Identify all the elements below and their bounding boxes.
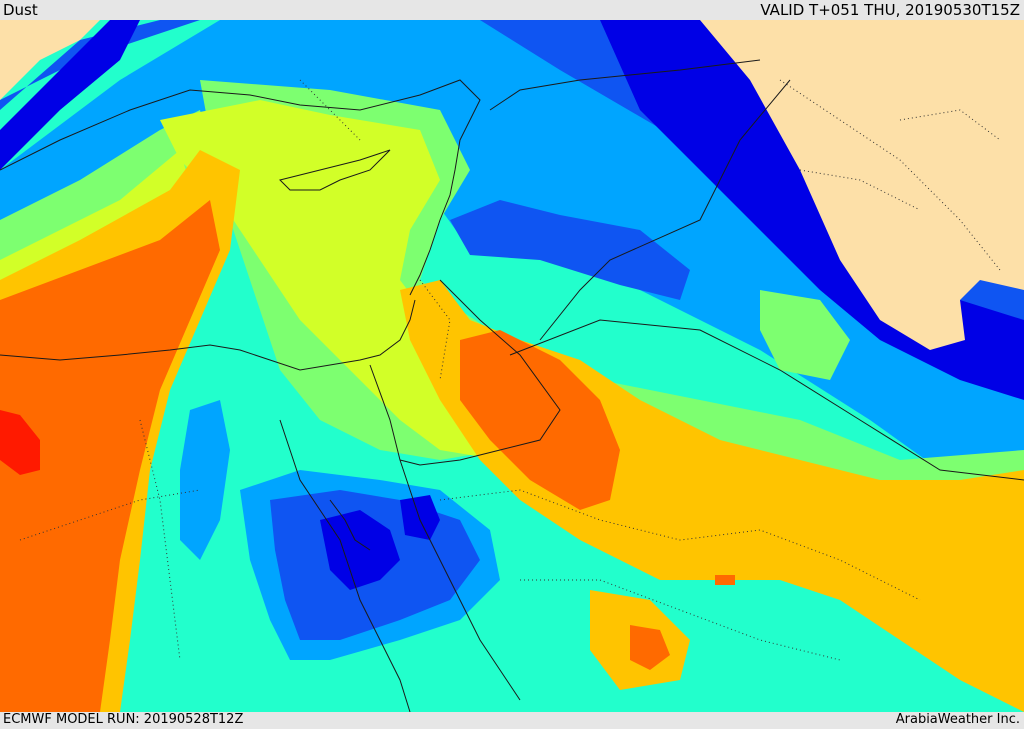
border-saudi-jordan [369,364,401,461]
border-saudi-iraq [509,319,1024,481]
admin-boundaries-saudi [439,489,921,661]
jordan-outline [399,279,561,466]
land-no-data-northwest [0,20,100,100]
yellow-green-levant [160,100,1024,560]
navy-band [0,20,140,170]
coastline-red-sea-east [399,459,521,701]
top-bar: Dust VALID T+051 THU, 20190530T15Z [0,0,1024,20]
coastline-north-mediterranean [0,79,481,296]
gulf-of-suez [329,499,371,551]
land-no-data-iran [700,20,1024,350]
model-run-label: ECMWF MODEL RUN: 20190528T12Z [3,712,244,727]
product-title: Dust [3,1,38,19]
coastline-red-sea-west [279,419,411,712]
coastline-egypt-levant [0,299,416,371]
admin-boundaries-egypt [19,419,201,661]
bottom-bar: ECMWF MODEL RUN: 20190528T12Z ArabiaWeat… [0,712,1024,729]
green-east-blob [760,290,850,380]
admin-boundaries-levant [299,79,451,381]
orange-arabia [460,330,620,510]
red-core [0,410,40,475]
border-syria-iraq [489,59,761,111]
dark-blue-syria [450,200,690,300]
cyprus [279,149,391,191]
orange-blob-south [630,625,670,670]
credit-label: ArabiaWeather Inc. [895,712,1020,727]
admin-boundaries-iran [779,79,1001,271]
valid-time: VALID T+051 THU, 20190530T15Z [760,1,1020,19]
dust-forecast-map [0,20,1024,712]
navy-aqaba [400,495,440,540]
border-jordan-iraq [539,79,791,341]
orange-blob-east [715,575,735,585]
blue-egypt [180,400,230,560]
orange-west [0,200,220,712]
navy-sinai [320,510,400,590]
